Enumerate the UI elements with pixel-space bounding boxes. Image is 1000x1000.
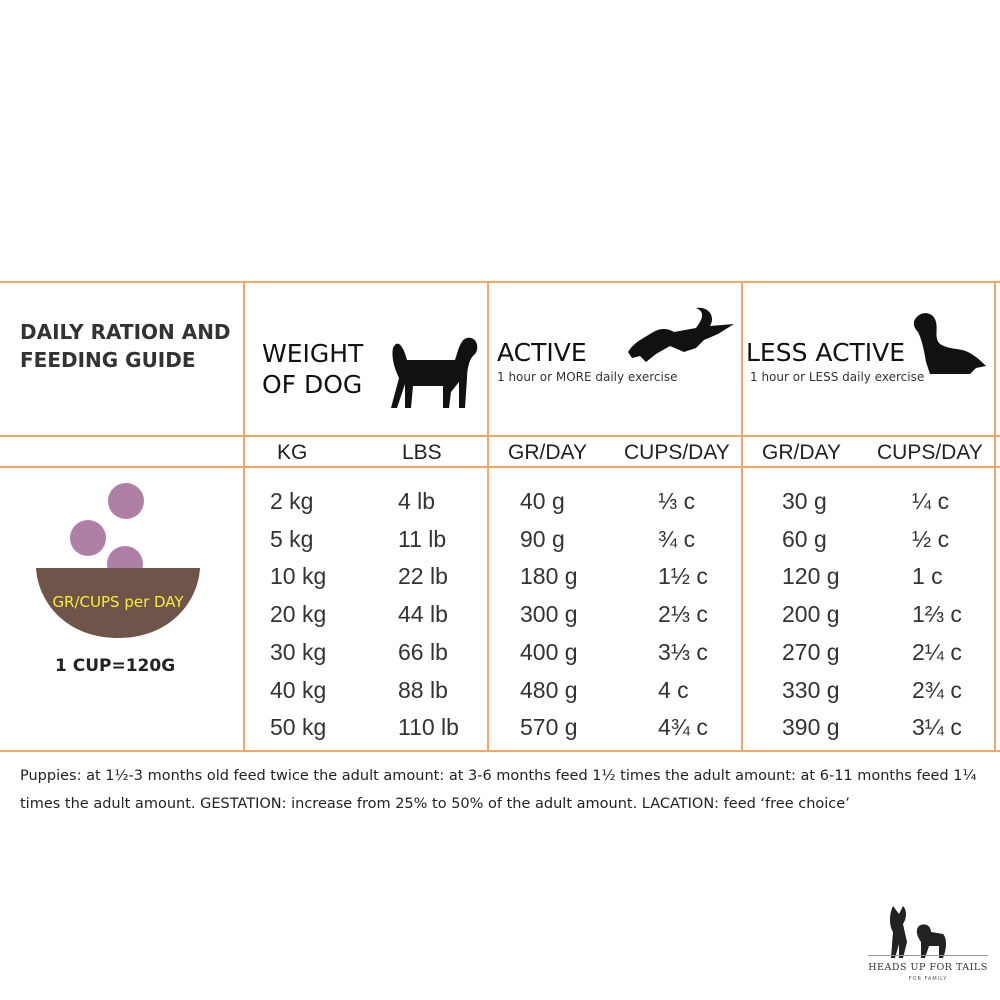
table-cell: ⅓ c — [658, 488, 696, 514]
column-header: GR/DAY — [762, 441, 841, 464]
bowl-label: GR/CUPS per DAY — [52, 593, 184, 611]
table-cell: 10 kg — [270, 563, 327, 590]
dog-icon — [913, 313, 986, 374]
logo-icon — [890, 906, 946, 958]
rule — [741, 281, 743, 752]
table-cell: 40 kg — [270, 676, 327, 703]
column-header: GR/DAY — [508, 441, 587, 464]
table-cell: 2¼ c — [912, 638, 962, 665]
column-header: CUPS/DAY — [624, 441, 730, 464]
column-header: KG — [277, 441, 308, 464]
bowl-icon — [36, 483, 200, 638]
dog-icon — [391, 337, 478, 408]
logo-name: HEADS UP FOR TAILS — [868, 955, 988, 973]
less-active-header: LESS ACTIVE — [746, 338, 906, 367]
table-cell: 180 g — [520, 563, 578, 590]
rule — [0, 466, 1000, 468]
table-cell: 1 c — [912, 563, 943, 590]
table-cell: 4 c — [658, 676, 689, 703]
rule — [994, 281, 996, 752]
table-cell: 5 kg — [270, 525, 314, 552]
rule — [0, 435, 1000, 437]
table-cell: 200 g — [782, 601, 840, 628]
table-cell: 4 lb — [398, 488, 436, 514]
cup-note: 1 CUP=120G — [55, 656, 176, 676]
table-cell: 44 lb — [398, 601, 448, 628]
title: DAILY RATION AND FEEDING GUIDE — [20, 320, 231, 372]
table-cell: 1½ c — [658, 563, 708, 590]
table-cell: 60 g — [782, 525, 827, 552]
weight-header: WEIGHT OF DOG — [262, 339, 364, 399]
less-active-subtitle: 1 hour or LESS daily exercise — [750, 370, 925, 384]
table-cell: 2¾ c — [912, 676, 962, 703]
table-cell: 480 g — [520, 676, 578, 703]
table-cell: 390 g — [782, 714, 840, 741]
table-cell: 30 g — [782, 488, 827, 514]
rule — [0, 750, 1000, 752]
column-header: CUPS/DAY — [877, 441, 983, 464]
table-cell: 4¾ c — [658, 714, 708, 741]
table-cell: 120 g — [782, 563, 840, 590]
table-cell: 2⅓ c — [658, 601, 708, 628]
rule — [0, 281, 1000, 283]
table-cell: 1⅔ c — [912, 601, 962, 628]
table-cell: 40 g — [520, 488, 565, 514]
footnote: Puppies: at 1½-3 months old feed twice t… — [20, 768, 977, 812]
table-cell: 110 lb — [398, 714, 459, 741]
table-cell: 30 kg — [270, 638, 327, 665]
table-cell: 330 g — [782, 676, 840, 703]
rule — [243, 281, 245, 752]
table-cell: 400 g — [520, 638, 578, 665]
table-cell: 50 kg — [270, 714, 327, 741]
table-cell: 300 g — [520, 601, 578, 628]
rule — [487, 281, 489, 752]
table-cell: 66 lb — [398, 638, 448, 665]
table-cell: 11 lb — [398, 525, 447, 552]
table-cell: 270 g — [782, 638, 840, 665]
active-subtitle: 1 hour or MORE daily exercise — [497, 370, 678, 384]
table-cell: 3⅓ c — [658, 638, 708, 665]
table-cell: 3¼ c — [912, 714, 962, 741]
active-header: ACTIVE — [497, 338, 587, 367]
table-cell: ½ c — [912, 525, 950, 552]
table-cell: 20 kg — [270, 601, 327, 628]
table-cell: ¼ c — [912, 488, 950, 514]
dog-icon — [628, 307, 734, 362]
table-cell: 88 lb — [398, 676, 448, 703]
logo-tagline: FOR FAMILY — [908, 976, 948, 982]
table-cell: 90 g — [520, 525, 565, 552]
table-cell: 2 kg — [270, 488, 314, 514]
column-header: LBS — [402, 441, 442, 464]
table-cell: 570 g — [520, 714, 578, 741]
table-cell: 22 lb — [398, 563, 448, 590]
table-cell: ¾ c — [658, 525, 696, 552]
